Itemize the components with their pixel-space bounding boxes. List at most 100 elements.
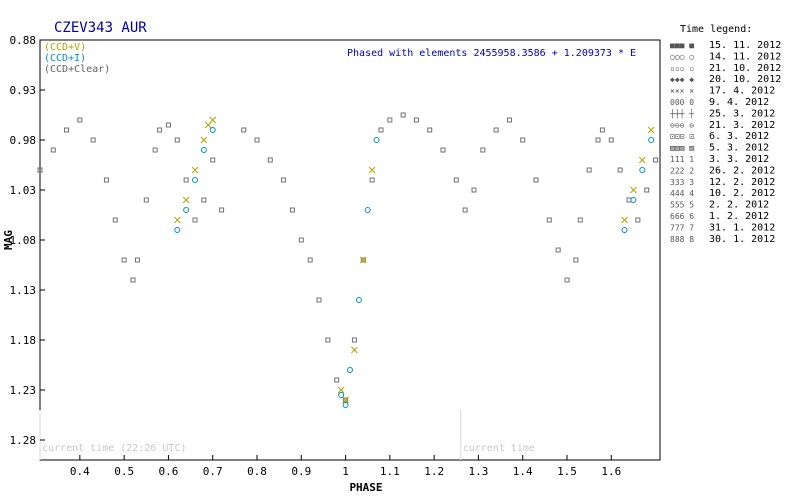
legend-date: 17. 4. 2012 <box>709 86 775 97</box>
legend-date: 21. 3. 2012 <box>709 120 775 131</box>
data-point <box>174 137 180 143</box>
y-axis-label: MAG <box>2 230 15 250</box>
data-point <box>639 167 646 173</box>
legend-date: 9. 4. 2012 <box>709 97 769 108</box>
data-point <box>351 346 358 354</box>
data-point <box>564 277 570 283</box>
data-point <box>241 127 247 133</box>
data-point <box>595 137 601 143</box>
data-point <box>192 177 198 183</box>
legend-date: 14. 11. 2012 <box>709 51 781 62</box>
data-point <box>50 147 56 153</box>
current-time-label: current time (22:26 UTC) <box>42 443 187 454</box>
legend-date: 6. 3. 2012 <box>709 131 769 142</box>
y-tick-label: 1.23 <box>10 384 37 397</box>
data-point <box>254 137 260 143</box>
data-point <box>368 166 376 174</box>
legend-symbol: 444 4 <box>670 189 694 198</box>
legend-date: 20. 10. 2012 <box>709 74 781 85</box>
data-point <box>77 117 83 123</box>
filter-label: (CCD+Clear) <box>44 64 110 75</box>
legend-symbol: 000 0 <box>670 98 694 107</box>
legend-symbol: 222 2 <box>670 166 694 175</box>
data-point <box>316 297 322 303</box>
data-point <box>617 167 623 173</box>
x-tick-label: 0.5 <box>114 465 134 478</box>
data-point <box>546 217 552 223</box>
data-point <box>174 227 181 233</box>
legend-date: 10. 2. 2012 <box>709 188 775 199</box>
y-tick-label: 0.88 <box>10 34 37 47</box>
chart-title: CZEV343 AUR <box>54 20 147 36</box>
legend-symbol: 888 8 <box>670 235 694 244</box>
data-point <box>347 367 353 373</box>
data-point <box>337 386 345 394</box>
legend-date: 21. 10. 2012 <box>709 63 781 74</box>
data-point <box>191 166 199 174</box>
data-point <box>387 117 393 123</box>
data-point <box>626 197 632 203</box>
legend-date: 26. 2. 2012 <box>709 165 775 176</box>
data-point <box>647 126 655 134</box>
filter-label: (CCD+I) <box>44 53 86 64</box>
legend-date: 3. 3. 2012 <box>709 154 769 165</box>
data-point <box>453 177 459 183</box>
data-point <box>653 157 659 163</box>
data-point <box>342 396 349 404</box>
data-point <box>90 137 96 143</box>
legend-date: 1. 2. 2012 <box>709 211 769 222</box>
data-point <box>103 177 109 183</box>
x-tick-label: 0.7 <box>203 465 223 478</box>
data-point <box>267 157 273 163</box>
x-tick-label: 1.1 <box>380 465 400 478</box>
y-tick-label: 1.28 <box>10 434 37 447</box>
x-tick-label: 0.4 <box>70 465 90 478</box>
data-point <box>373 137 380 143</box>
filter-label: (CCD+V) <box>44 42 86 53</box>
legend-symbol: ⊡⊡⊡ ⊡ <box>670 132 694 141</box>
data-point <box>152 147 158 153</box>
data-point <box>210 157 216 163</box>
data-point <box>183 177 189 183</box>
x-tick-label: 1 <box>342 465 349 478</box>
data-point <box>355 297 362 303</box>
data-point <box>182 196 190 204</box>
data-point <box>157 127 163 133</box>
data-point <box>480 147 486 153</box>
data-point <box>644 187 650 193</box>
legend-date: 25. 3. 2012 <box>709 108 775 119</box>
legend-symbol: ◆◆◆ ◆ <box>670 75 694 84</box>
data-point <box>648 137 655 143</box>
data-point <box>200 147 207 153</box>
data-point <box>462 207 468 213</box>
current-time-markers: current time (22:26 UTC) current time <box>39 410 535 460</box>
x-tick-label: 1.5 <box>557 465 577 478</box>
data-point <box>192 217 198 223</box>
data-point <box>37 167 43 173</box>
legend-date: 5. 3. 2012 <box>709 143 769 154</box>
legend-symbol: ○○○ ○ <box>670 52 694 61</box>
data-point <box>630 197 637 203</box>
legend-date: 30. 1. 2012 <box>709 234 775 245</box>
legend-title: Time legend: <box>680 24 752 35</box>
data-point <box>219 207 225 213</box>
current-time-label: current time <box>463 443 535 454</box>
data-point <box>638 156 646 164</box>
y-tick-label: 1.13 <box>10 284 37 297</box>
x-tick-label: 1.3 <box>468 465 488 478</box>
legend-date: 2. 2. 2012 <box>709 200 769 211</box>
data-point <box>342 402 349 408</box>
legend-symbol: ┼┼┼ ┼ <box>669 108 694 118</box>
data-point <box>630 186 637 194</box>
plot-area <box>39 39 661 461</box>
data-point <box>599 127 605 133</box>
data-point <box>635 217 641 223</box>
legend-symbol: 666 6 <box>670 212 694 221</box>
y-axis-ticks: 0.88 0.93 0.98 1.03 1.08 1.13 1.18 1.23 1.28 <box>10 34 45 447</box>
legend-date: 15. 11. 2012 <box>709 40 781 51</box>
data-point <box>364 207 371 213</box>
legend-date: 12. 2. 2012 <box>709 177 775 188</box>
data-point <box>130 277 136 283</box>
legend-symbol: ⊖⊖⊖ ⊖ <box>670 121 694 130</box>
